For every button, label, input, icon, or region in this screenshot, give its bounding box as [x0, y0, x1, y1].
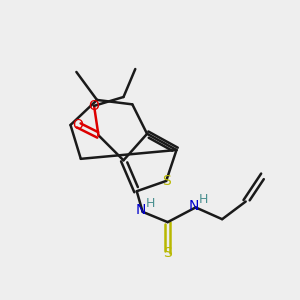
- Text: H: H: [199, 193, 208, 206]
- Text: O: O: [88, 99, 100, 113]
- Text: S: S: [163, 246, 172, 260]
- Text: O: O: [72, 118, 83, 132]
- Text: N: N: [136, 203, 146, 218]
- Text: S: S: [162, 174, 171, 188]
- Text: H: H: [146, 197, 156, 210]
- Text: N: N: [189, 199, 200, 213]
